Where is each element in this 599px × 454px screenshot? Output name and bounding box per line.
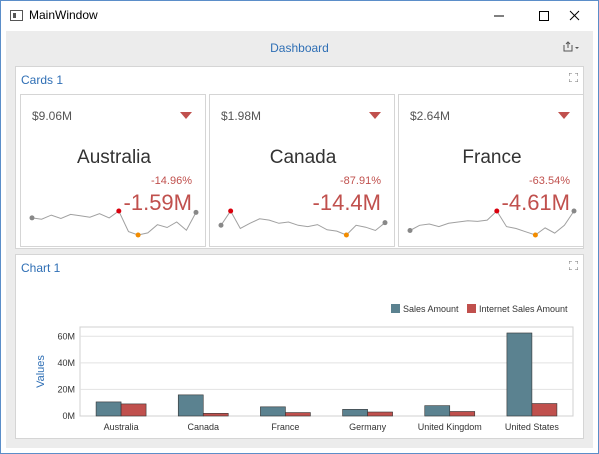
sparkline-max-point xyxy=(494,208,500,214)
window-title: MainWindow xyxy=(29,8,98,22)
down-arrow-icon xyxy=(558,112,570,119)
dashboard-title: Dashboard xyxy=(270,41,329,55)
chart-group-title: Chart 1 xyxy=(21,261,61,275)
window-icon xyxy=(10,10,23,21)
x-tick-label: United Kingdom xyxy=(418,422,482,432)
sparkline-end-point xyxy=(571,208,577,214)
close-button[interactable] xyxy=(552,1,598,31)
export-button[interactable] xyxy=(561,39,583,55)
card-actual-value: $2.64M xyxy=(410,109,451,123)
bar-sales-amount[interactable] xyxy=(342,409,368,417)
sparkline-min-point xyxy=(135,232,141,238)
legend-label: Internet Sales Amount xyxy=(479,304,568,314)
sparkline-min-point xyxy=(532,232,538,238)
sparkline-min-point xyxy=(343,232,349,238)
minimize-button[interactable] xyxy=(476,1,522,31)
bar-sales-amount[interactable] xyxy=(506,332,533,417)
cards-group: Cards 1 $9.06M Australia -14.96% -1.59M … xyxy=(15,66,584,249)
card-title: Canada xyxy=(269,147,337,168)
bar-sales-amount[interactable] xyxy=(424,405,451,417)
x-tick-label: Canada xyxy=(187,422,219,432)
maximize-item-icon[interactable] xyxy=(569,73,578,82)
sparkline-start-point xyxy=(29,215,35,221)
x-tick-label: Germany xyxy=(349,422,387,432)
y-tick-label: 20M xyxy=(57,384,75,394)
bar-chart[interactable]: Sales Amount Internet Sales Amount 0M 20M 40… xyxy=(16,255,585,440)
chart-group: Chart 1 Sales Amount Internet Sales Amoun… xyxy=(15,254,584,439)
y-tick-label: 60M xyxy=(57,331,75,341)
dashboard-header: Dashboard xyxy=(6,31,593,61)
bar-sales-amount[interactable] xyxy=(95,401,122,417)
card-absolute-variation: -1.59M xyxy=(123,190,192,215)
sparkline-line xyxy=(409,210,575,236)
bar-internet-sales-amount[interactable] xyxy=(367,411,393,417)
down-arrow-icon xyxy=(369,112,381,119)
y-tick-label: 40M xyxy=(57,358,75,368)
bar-internet-sales-amount[interactable] xyxy=(202,413,229,417)
bar-internet-sales-amount[interactable] xyxy=(285,412,311,417)
x-tick-label: Australia xyxy=(104,422,139,432)
card-title: Australia xyxy=(77,147,151,168)
down-arrow-icon xyxy=(180,112,192,119)
legend-swatch xyxy=(467,304,476,313)
plot-area xyxy=(79,326,574,417)
sparkline-end-point xyxy=(382,220,388,226)
sparkline xyxy=(407,208,577,238)
minimize-icon xyxy=(494,15,504,17)
maximize-button[interactable] xyxy=(522,1,568,31)
bar-sales-amount[interactable] xyxy=(260,406,286,417)
export-icon xyxy=(563,41,579,52)
legend-swatch xyxy=(391,304,400,313)
bar-sales-amount[interactable] xyxy=(177,394,204,417)
sparkline-max-point xyxy=(228,208,234,214)
x-tick-label: France xyxy=(271,422,299,432)
card-percent-variation: -63.54% xyxy=(529,175,570,187)
sparkline-line xyxy=(220,210,386,236)
card-australia[interactable]: $9.06M Australia -14.96% -1.59M xyxy=(20,94,206,247)
legend-label: Sales Amount xyxy=(403,304,459,314)
y-axis-title: Values xyxy=(35,355,47,388)
title-bar: MainWindow xyxy=(1,1,598,31)
card-france[interactable]: $2.64M France -63.54% -4.61M xyxy=(398,94,584,247)
sparkline xyxy=(218,208,388,238)
bar-internet-sales-amount[interactable] xyxy=(531,403,558,417)
bar-internet-sales-amount[interactable] xyxy=(449,411,476,417)
chart-legend: Sales Amount Internet Sales Amount xyxy=(391,304,568,314)
x-tick-label: United States xyxy=(505,422,560,432)
card-actual-value: $9.06M xyxy=(32,109,73,123)
bar-internet-sales-amount[interactable] xyxy=(120,403,147,417)
sparkline-max-point xyxy=(116,208,122,214)
sparkline-end-point xyxy=(193,209,199,215)
sparkline-line xyxy=(31,210,197,236)
card-absolute-variation: -4.61M xyxy=(501,190,570,215)
card-canada[interactable]: $1.98M Canada -87.91% -14.4M xyxy=(209,94,395,247)
close-icon xyxy=(569,10,580,21)
cards-group-title: Cards 1 xyxy=(21,73,64,87)
sparkline-start-point xyxy=(218,222,224,228)
sparkline-start-point xyxy=(407,227,413,233)
card-actual-value: $1.98M xyxy=(221,109,262,123)
dashboard-surface: Dashboard Cards 1 $9.06M Australia -14 xyxy=(6,31,593,448)
card-absolute-variation: -14.4M xyxy=(312,190,381,215)
maximize-icon xyxy=(539,11,549,21)
card-percent-variation: -14.96% xyxy=(151,175,192,187)
card-title: France xyxy=(462,147,522,168)
sparkline xyxy=(29,208,199,238)
card-percent-variation: -87.91% xyxy=(340,175,381,187)
y-tick-label: 0M xyxy=(62,411,75,421)
